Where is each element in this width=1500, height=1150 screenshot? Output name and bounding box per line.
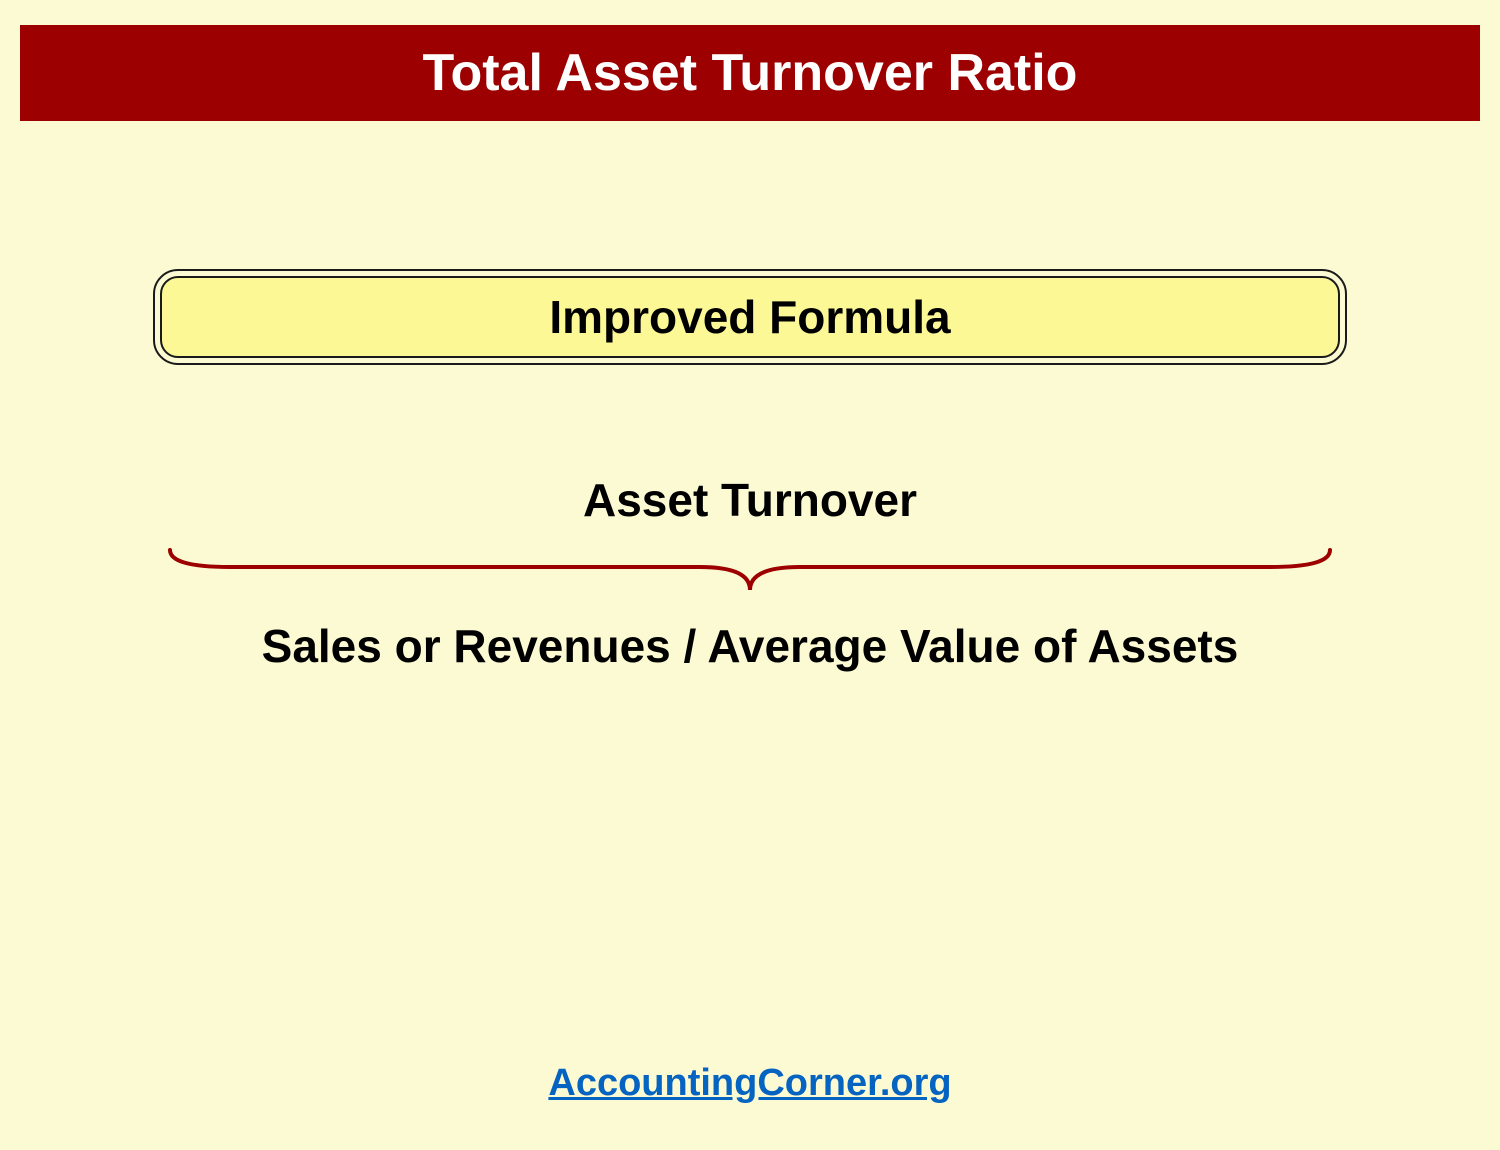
formula-text: Sales or Revenues / Average Value of Ass… <box>0 615 1500 677</box>
subtitle-text: Improved Formula <box>549 291 950 343</box>
source-link[interactable]: AccountingCorner.org <box>0 1062 1500 1105</box>
term-label: Asset Turnover <box>0 473 1500 527</box>
curly-brace-icon <box>160 545 1340 595</box>
title-banner: Total Asset Turnover Ratio <box>20 25 1480 121</box>
subtitle-box: Improved Formula <box>160 276 1340 358</box>
title-text: Total Asset Turnover Ratio <box>423 44 1078 102</box>
